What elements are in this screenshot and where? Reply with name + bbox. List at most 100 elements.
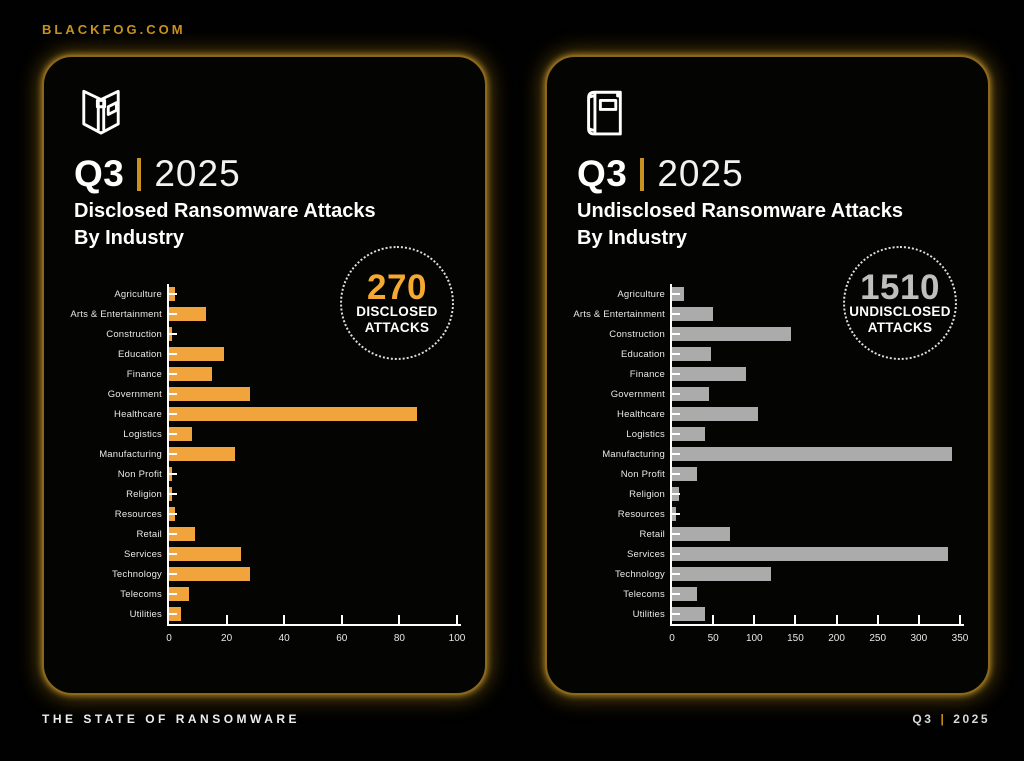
category-label: Retail — [639, 528, 665, 540]
bar-track — [672, 344, 960, 364]
year-label: 2025 — [154, 153, 241, 194]
category-label: Services — [626, 548, 665, 560]
bar-track — [672, 284, 960, 304]
axis-tick-label: 100 — [745, 633, 763, 644]
y-axis — [167, 284, 169, 625]
bar — [169, 527, 195, 541]
bar-track — [169, 284, 457, 304]
chart-row: Healthcare — [547, 404, 992, 424]
axis-tick-label: 100 — [448, 633, 466, 644]
axis-tick — [959, 615, 961, 624]
axis-tick-label: 60 — [336, 633, 348, 644]
category-label: Government — [107, 388, 162, 400]
bar — [169, 327, 172, 341]
bar — [169, 567, 250, 581]
bar — [672, 467, 697, 481]
axis-tick — [917, 615, 920, 624]
bar — [169, 307, 207, 321]
bar-track — [169, 544, 457, 564]
closed-book-icon — [575, 85, 633, 143]
bar-track — [169, 364, 457, 384]
category-label: Finance — [126, 368, 162, 380]
chart-row: Construction — [547, 324, 992, 344]
undisclosed-industry-chart: Agriculture Arts & Entertainment Construct… — [547, 284, 992, 669]
bar — [672, 307, 714, 321]
bar — [169, 387, 250, 401]
category-label: Technology — [111, 568, 162, 580]
bar — [672, 447, 952, 461]
footer-quarter-label: Q3 — [912, 712, 934, 726]
axis-tick — [398, 615, 401, 624]
subtitle-line-1: Disclosed Ransomware Attacks — [74, 200, 376, 222]
axis-tick — [456, 615, 458, 624]
category-label: Retail — [136, 528, 162, 540]
category-label: Arts & Entertainment — [70, 308, 162, 320]
bar — [672, 347, 712, 361]
chart-row: Technology — [547, 564, 992, 584]
bar — [672, 327, 792, 341]
title-divider — [137, 157, 142, 191]
chart-row: Utilities — [547, 604, 992, 624]
bar-track — [169, 584, 457, 604]
chart-row: Government — [44, 384, 489, 404]
chart-row: Manufacturing — [44, 444, 489, 464]
axis-tick-label: 50 — [707, 633, 719, 644]
axis-tick-label: 250 — [869, 633, 887, 644]
subtitle-line-1: Undisclosed Ransomware Attacks — [577, 200, 904, 222]
card-title: Q3 2025 — [74, 153, 241, 195]
category-label: Healthcare — [114, 408, 162, 420]
category-label: Religion — [126, 488, 162, 500]
bar — [672, 607, 705, 621]
bar — [672, 367, 747, 381]
axis-tick — [835, 615, 838, 624]
bar — [169, 507, 175, 521]
bar — [169, 587, 190, 601]
axis-tick — [283, 615, 286, 624]
axis-tick-label: 350 — [951, 633, 969, 644]
chart-row: Logistics — [44, 424, 489, 444]
x-axis — [167, 624, 461, 626]
axis-tick-label: 150 — [787, 633, 804, 644]
subtitle-line-2: By Industry — [74, 227, 185, 249]
chart-row: Healthcare — [44, 404, 489, 424]
bar-track — [169, 324, 457, 344]
bar-track — [672, 404, 960, 424]
axis-tick-label: 200 — [828, 633, 845, 644]
bar — [169, 487, 172, 501]
category-label: Non Profit — [117, 468, 162, 480]
subtitle-line-2: By Industry — [577, 227, 688, 249]
category-label: Construction — [609, 328, 665, 340]
bar-track — [169, 304, 457, 324]
bar-track — [672, 444, 960, 464]
chart-row: Arts & Entertainment — [44, 304, 489, 324]
quarter-label: Q3 — [74, 153, 125, 194]
card-title: Q3 2025 — [577, 153, 744, 195]
bar-track — [672, 324, 960, 344]
axis-tick — [753, 615, 756, 624]
axis-tick-label: 0 — [166, 633, 172, 644]
bar-track — [672, 384, 960, 404]
chart-row: Finance — [44, 364, 489, 384]
y-axis — [670, 284, 672, 625]
axis-tick-label: 40 — [278, 633, 290, 644]
bar — [672, 387, 710, 401]
bar — [169, 447, 236, 461]
bar-track — [169, 404, 457, 424]
chart-row: Services — [44, 544, 489, 564]
chart-row: Retail — [44, 524, 489, 544]
category-label: Non Profit — [620, 468, 665, 480]
bar — [169, 547, 241, 561]
category-label: Logistics — [626, 428, 665, 440]
chart-row: Manufacturing — [547, 444, 992, 464]
category-label: Utilities — [632, 608, 665, 620]
chart-row: Resources — [547, 504, 992, 524]
chart-row: Finance — [547, 364, 992, 384]
axis-tick — [340, 615, 343, 624]
category-label: Healthcare — [617, 408, 665, 420]
chart-row: Education — [44, 344, 489, 364]
chart-row: Technology — [44, 564, 489, 584]
category-label: Arts & Entertainment — [573, 308, 665, 320]
bar — [672, 487, 679, 501]
category-label: Finance — [629, 368, 665, 380]
